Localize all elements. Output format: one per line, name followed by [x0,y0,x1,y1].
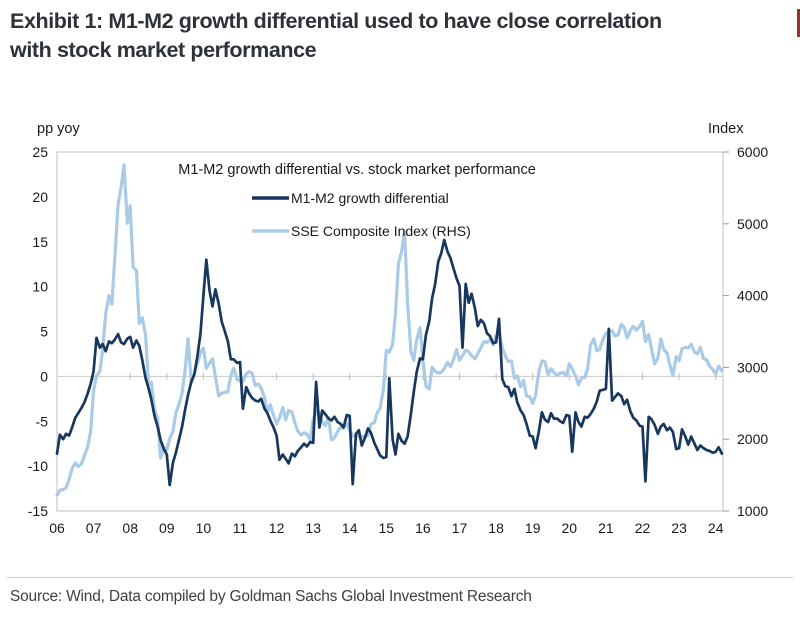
m1m2-differential-line [55,238,724,487]
x-axis-tick-label: 16 [415,520,431,536]
y-axis-tick-label: -5 [36,413,49,429]
x-axis-tick-label: 08 [122,520,138,536]
legend-label-sse: SSE Composite Index (RHS) [291,223,471,239]
y2-axis-tick-label: 4000 [737,288,768,304]
y-axis-tick-label: 10 [32,279,48,295]
x-axis-tick-label: 14 [342,520,358,536]
chart-inner-title: M1-M2 growth differential vs. stock mark… [178,162,536,178]
right-axis-unit: Index [708,121,744,137]
y2-axis-tick-label: 2000 [737,431,768,447]
x-axis-tick-label: 19 [525,520,541,536]
x-axis-labels: 06 07 08 09 10 11 12 13 14 15 16 17 18 19 20 21 22 23 24 [49,520,723,536]
line-chart: pp yoy Index 25 20 15 10 5 0 -5 -10 -15 6000 5000… [28,121,769,536]
x-axis-tick-label: 21 [598,520,614,536]
page-edge-mark [797,9,800,37]
series-lines [55,163,724,497]
x-axis-tick-label: 09 [159,520,175,536]
right-axis-ticks [723,151,729,512]
y2-axis-tick-label: 1000 [737,503,768,519]
left-axis-labels: 25 20 15 10 5 0 -5 -10 -15 [28,144,48,519]
x-axis-tick-label: 18 [488,520,504,536]
legend-label-m1m2: M1-M2 growth differential [291,190,449,206]
y-axis-tick-label: 15 [32,234,48,250]
x-axis-tick-label: 06 [49,520,65,536]
plot-border [56,151,724,512]
y-axis-tick-label: 20 [32,189,48,205]
x-axis-tick-label: 11 [233,520,248,536]
legend: M1-M2 growth differential SSE Composite … [252,190,471,239]
right-axis-labels: 6000 5000 4000 3000 2000 1000 [737,144,768,519]
x-axis-tick-label: 20 [562,520,578,536]
y-axis-tick-label: 5 [40,324,48,340]
x-axis-tick-label: 12 [269,520,285,536]
exhibit-title-line2: with stock market performance [10,37,317,62]
x-axis-tick-label: 24 [708,520,724,536]
y-axis-tick-label: 0 [40,368,48,384]
y2-axis-tick-label: 5000 [737,216,768,232]
x-axis-tick-label: 17 [452,520,468,536]
x-axis-tick-label: 22 [635,520,651,536]
sse-composite-line [55,163,724,497]
y-axis-tick-label: 25 [32,144,48,160]
y2-axis-tick-label: 3000 [737,359,768,375]
x-axis-tick-label: 23 [671,520,687,536]
y-axis-tick-label: -15 [28,503,48,519]
x-axis-tick-label: 15 [379,520,395,536]
source-divider [7,577,793,578]
left-axis-unit: pp yoy [37,121,80,137]
exhibit-title: Exhibit 1: M1-M2 growth differential use… [10,7,780,65]
y-axis-tick-label: -10 [28,458,48,474]
source-text: Source: Wind, Data compiled by Goldman S… [10,588,532,605]
chart-area: pp yoy Index 25 20 15 10 5 0 -5 -10 -15 6000 5000… [0,110,800,575]
x-axis-tick-label: 07 [86,520,102,536]
exhibit-title-line1: Exhibit 1: M1-M2 growth differential use… [10,9,662,33]
y2-axis-tick-label: 6000 [737,144,768,160]
x-axis-tick-label: 13 [305,520,321,536]
x-axis-tick-label: 10 [196,520,212,536]
